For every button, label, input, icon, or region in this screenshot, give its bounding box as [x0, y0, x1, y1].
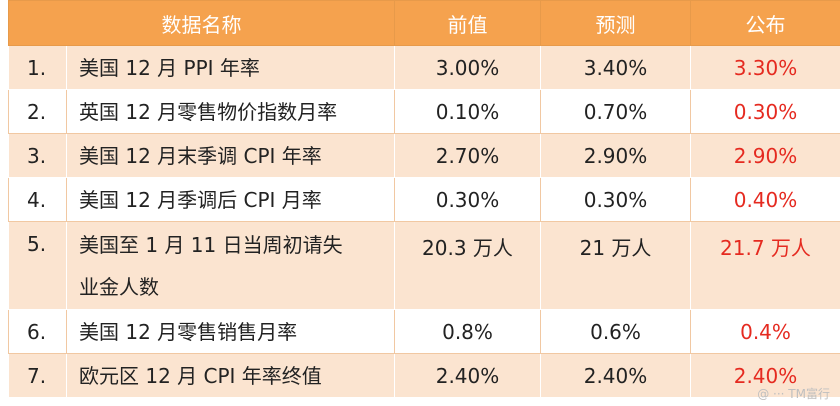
row-name-line-2: 业金人数 [79, 275, 159, 299]
row-previous: 0.10% [394, 89, 541, 134]
row-forecast: 0.6% [540, 309, 691, 354]
row-forecast: 3.40% [540, 45, 691, 90]
header-forecast: 预测 [540, 0, 691, 46]
table-row: 3. 美国 12 月末季调 CPI 年率 2.70% 2.90% 2.90% [8, 133, 840, 178]
row-name: 美国 12 月 PPI 年率 [66, 45, 395, 90]
row-forecast: 2.90% [540, 133, 691, 178]
row-index: 5. [8, 221, 67, 310]
row-actual: 0.4% [690, 309, 840, 354]
economic-data-table: 数据名称 前值 预测 公布 1. 美国 12 月 PPI 年率 3.00% 3.… [8, 0, 840, 398]
row-forecast: 21 万人 [540, 221, 691, 310]
row-previous: 0.30% [394, 177, 541, 222]
row-actual: 2.40% [690, 353, 840, 398]
row-previous: 0.8% [394, 309, 541, 354]
row-actual: 0.30% [690, 89, 840, 134]
row-name-line-1: 美国至 1 月 11 日当周初请失 [79, 233, 343, 257]
row-name: 美国 12 月季调后 CPI 月率 [66, 177, 395, 222]
row-forecast: 2.40% [540, 353, 691, 398]
row-previous: 2.70% [394, 133, 541, 178]
row-index: 2. [8, 89, 67, 134]
row-actual: 2.90% [690, 133, 840, 178]
row-previous: 20.3 万人 [394, 221, 541, 310]
table-row: 7. 欧元区 12 月 CPI 年率终值 2.40% 2.40% 2.40% [8, 353, 840, 398]
row-index: 3. [8, 133, 67, 178]
row-index: 6. [8, 309, 67, 354]
row-name: 欧元区 12 月 CPI 年率终值 [66, 353, 395, 398]
row-name: 美国 12 月零售销售月率 [66, 309, 395, 354]
row-forecast: 0.30% [540, 177, 691, 222]
header-name: 数据名称 [8, 0, 395, 46]
row-actual: 3.30% [690, 45, 840, 90]
table-row: 6. 美国 12 月零售销售月率 0.8% 0.6% 0.4% [8, 309, 840, 354]
table-row: 4. 美国 12 月季调后 CPI 月率 0.30% 0.30% 0.40% [8, 177, 840, 222]
table-header-row: 数据名称 前值 预测 公布 [8, 0, 840, 46]
row-actual: 0.40% [690, 177, 840, 222]
row-previous: 2.40% [394, 353, 541, 398]
row-index: 7. [8, 353, 67, 398]
watermark: @ ··· TM富行 [757, 387, 830, 401]
table-row: 2. 英国 12 月零售物价指数月率 0.10% 0.70% 0.30% [8, 89, 840, 134]
row-previous: 3.00% [394, 45, 541, 90]
row-name: 英国 12 月零售物价指数月率 [66, 89, 395, 134]
row-name: 美国 12 月末季调 CPI 年率 [66, 133, 395, 178]
table-row: 5. 美国至 1 月 11 日当周初请失 业金人数 20.3 万人 21 万人 … [8, 221, 840, 310]
row-forecast: 0.70% [540, 89, 691, 134]
row-index: 1. [8, 45, 67, 90]
row-index: 4. [8, 177, 67, 222]
row-actual: 21.7 万人 [690, 221, 840, 310]
table-row: 1. 美国 12 月 PPI 年率 3.00% 3.40% 3.30% [8, 45, 840, 90]
header-actual: 公布 [690, 0, 840, 46]
header-previous: 前值 [394, 0, 541, 46]
row-name: 美国至 1 月 11 日当周初请失 业金人数 [66, 221, 395, 310]
